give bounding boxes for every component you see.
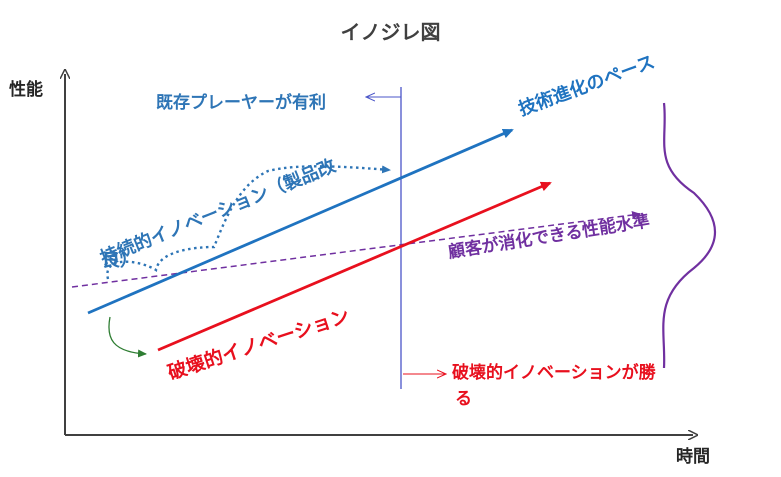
- customer-demand-line: [71, 211, 641, 288]
- diagram-title: イノジレ図: [340, 20, 441, 44]
- tech-pace-line: [87, 128, 514, 315]
- disruptive-line: [157, 181, 552, 352]
- incumbent-wins-label: 既存プレーヤーが有利: [156, 93, 326, 113]
- x-axis-label: 時間: [676, 447, 710, 467]
- sustaining-label-line2: 良）: [102, 250, 138, 271]
- y-axis-label: 性能: [9, 80, 43, 100]
- sustaining-path: [106, 165, 391, 280]
- demand-range-curve: [662, 102, 716, 369]
- green-curve-arrow: [108, 316, 147, 358]
- disruptor-wins-label-line2: る: [455, 389, 472, 409]
- disruptor-wins-label-line1: 破壊的イノベーションが勝: [452, 363, 656, 383]
